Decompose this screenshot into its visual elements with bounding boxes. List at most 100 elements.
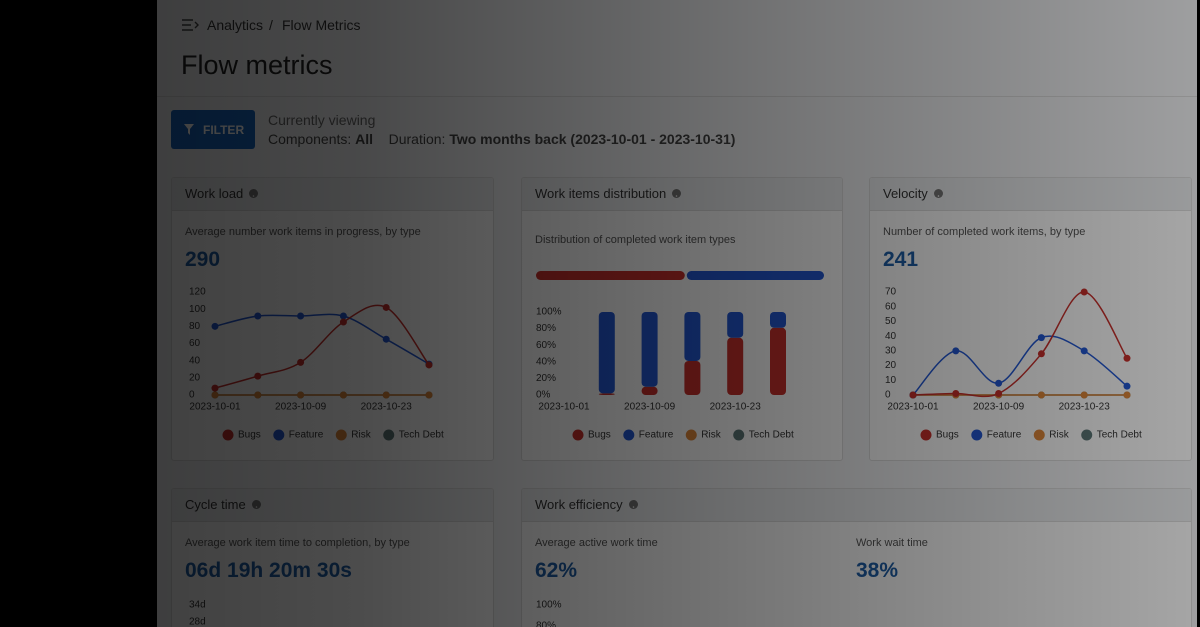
- legend-swatch: [1081, 429, 1093, 441]
- legend-label: Risk: [351, 430, 371, 441]
- legend-label: Feature: [289, 430, 324, 441]
- data-point: [1037, 334, 1045, 342]
- summary-segment: [686, 271, 824, 280]
- data-point: [339, 318, 347, 326]
- y-tick-label: 70: [885, 287, 897, 298]
- data-point: [254, 372, 262, 380]
- app: Analytics / Flow Metrics Flow metrics FI…: [157, 0, 1197, 627]
- legend-swatch: [685, 429, 697, 441]
- data-point: [1037, 391, 1045, 399]
- legend-swatch: [920, 429, 932, 441]
- legend-label: Tech Debt: [1097, 430, 1142, 441]
- y-tick-label: 40: [885, 331, 897, 342]
- y-tick-label: 20: [885, 360, 897, 371]
- y-tick-label: 10: [885, 375, 897, 386]
- data-point: [297, 312, 305, 320]
- bar-segment: [641, 312, 658, 387]
- data-point: [909, 391, 917, 399]
- legend-swatch: [572, 429, 584, 441]
- data-point: [254, 391, 262, 399]
- legend-label: Feature: [639, 430, 674, 441]
- y-tick-label: 80: [189, 321, 201, 332]
- chart: 0 20 40 60 80 100 120 2023-10-01 2023-10-09 2023-…: [189, 287, 444, 441]
- data-point: [297, 391, 305, 399]
- y-tick-label: 40: [189, 355, 201, 366]
- x-tick-label: 2023-10-23: [361, 402, 413, 413]
- data-point: [297, 358, 305, 366]
- y-tick-label: 100: [189, 304, 206, 315]
- y-tick-label: 60%: [536, 340, 556, 351]
- bar-segment: [770, 312, 786, 328]
- menu-icon[interactable]: [181, 18, 199, 32]
- bar-segment: [727, 312, 744, 338]
- y-tick-label: 30: [885, 345, 897, 356]
- x-tick-label: 2023-10-01: [538, 402, 590, 413]
- legend-label: Tech Debt: [399, 430, 444, 441]
- data-point: [211, 322, 219, 330]
- legend-swatch: [335, 429, 347, 441]
- label: Duration:: [388, 131, 446, 147]
- filter-button[interactable]: FILTER: [171, 110, 255, 149]
- legend-swatch: [383, 429, 395, 441]
- data-point: [382, 391, 390, 399]
- y-tick-label: 20: [189, 372, 201, 383]
- filter-label: FILTER: [203, 123, 245, 137]
- x-tick-label: 2023-10-09: [624, 402, 676, 413]
- y-tick-label: 60: [885, 301, 897, 312]
- divider: [157, 96, 1197, 97]
- legend-label: Bugs: [238, 430, 261, 441]
- breadcrumb-separator: /: [269, 17, 273, 33]
- series-line: [912, 335, 1128, 396]
- bar-segment: [684, 360, 701, 395]
- data-point: [995, 390, 1003, 398]
- legend-swatch: [1033, 429, 1045, 441]
- y-tick-label: 40%: [536, 356, 556, 367]
- data-point: [952, 347, 960, 355]
- legend-swatch: [971, 429, 983, 441]
- data-point: [211, 391, 219, 399]
- data-point: [995, 379, 1003, 387]
- data-point: [382, 335, 390, 343]
- legend-label: Risk: [701, 430, 721, 441]
- x-tick-label: 2023-10-23: [710, 402, 762, 413]
- legend-label: Feature: [987, 430, 1022, 441]
- legend-label: Bugs: [588, 430, 611, 441]
- breadcrumb[interactable]: Analytics: [207, 17, 264, 33]
- card: Work items distribution Distribution of …: [521, 177, 843, 461]
- bar-segment: [770, 327, 786, 395]
- bar-segment: [641, 386, 658, 395]
- bar-segment: [727, 337, 744, 395]
- y-tick-label: 0%: [536, 390, 551, 401]
- data-point: [1037, 350, 1045, 358]
- legend-swatch: [222, 429, 234, 441]
- x-tick-label: 2023-10-09: [973, 402, 1025, 413]
- data-point: [254, 312, 262, 320]
- y-tick-label: 80%: [536, 621, 556, 627]
- legend-label: Bugs: [936, 430, 959, 441]
- data-point: [1123, 354, 1131, 362]
- chart: 0 10 20 30 40 50 60 70 2023-10-01 2023-10-09 2023-…: [885, 287, 1142, 441]
- card: Work efficiency Average active work time…: [521, 488, 1192, 627]
- x-tick-label: 2023-10-09: [275, 402, 327, 413]
- x-tick-label: 2023-10-23: [1059, 402, 1111, 413]
- summary-segment: [536, 271, 685, 280]
- y-tick-label: 28d: [189, 617, 206, 627]
- legend-swatch: [273, 429, 285, 441]
- series-line: [214, 313, 430, 365]
- chart: 100% 80%: [536, 600, 562, 627]
- data-point: [211, 384, 219, 392]
- y-tick-label: 100%: [536, 307, 562, 318]
- legend-label: Tech Debt: [749, 430, 794, 441]
- value: Two months back (2023-10-01 - 2023-10-31…: [449, 131, 736, 147]
- data-point: [425, 391, 433, 399]
- chart: 34d 28d: [189, 600, 206, 627]
- breadcrumb: Flow Metrics: [282, 17, 361, 33]
- data-point: [339, 312, 347, 320]
- y-tick-label: 0: [189, 390, 195, 401]
- y-tick-label: 0: [885, 390, 891, 401]
- series-line: [912, 291, 1128, 398]
- data-point: [382, 303, 390, 311]
- data-point: [425, 361, 433, 369]
- page-title: Flow metrics: [181, 50, 333, 80]
